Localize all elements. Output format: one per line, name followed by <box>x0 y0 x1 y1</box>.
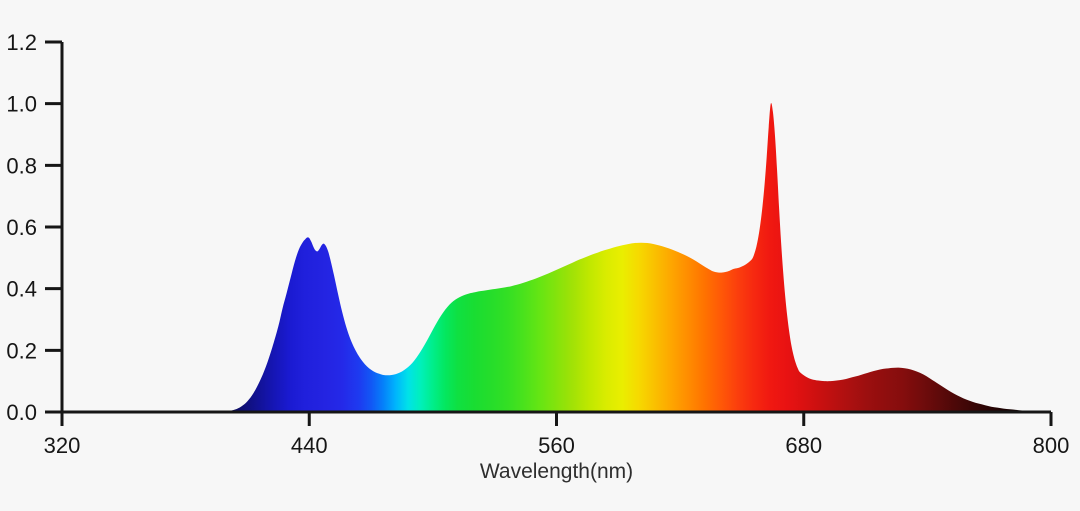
x-tick-label: 560 <box>538 433 575 458</box>
y-tick-label: 0.6 <box>6 215 37 240</box>
y-tick-label: 1.2 <box>6 30 37 55</box>
y-tick-label: 0.8 <box>6 153 37 178</box>
spectrum-area <box>222 102 1047 413</box>
x-tick-label: 800 <box>1033 433 1070 458</box>
x-tick-label: 680 <box>785 433 822 458</box>
y-tick-label: 0.0 <box>6 400 37 425</box>
y-tick-label: 1.0 <box>6 92 37 117</box>
y-tick-label: 0.2 <box>6 338 37 363</box>
x-tick-label: 320 <box>44 433 81 458</box>
x-tick-label: 440 <box>291 433 328 458</box>
x-axis-title: Wavelength(nm) <box>480 460 633 483</box>
y-tick-label: 0.4 <box>6 277 37 302</box>
